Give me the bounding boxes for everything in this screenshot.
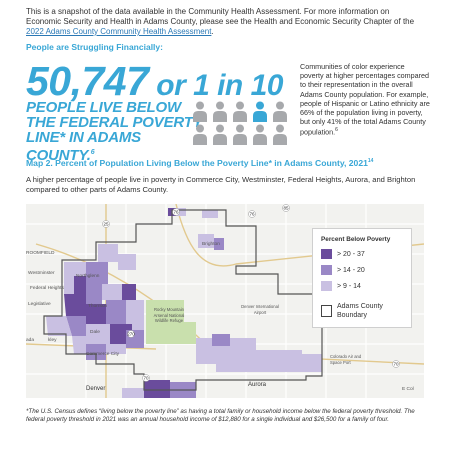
- sidenote-footnote-ref: 6: [335, 127, 338, 134]
- map-label-denver: Denver: [86, 386, 106, 392]
- legend-title: Percent Below Poverty: [321, 236, 391, 243]
- map-label-thornton: Thornton: [88, 304, 108, 309]
- person-icon-highlighted: [253, 101, 267, 122]
- poverty-line-text: PEOPLE LIVE BELOW THE FEDERAL POVERTY LI…: [26, 99, 203, 164]
- intro-paragraph: This is a snapshot of the data available…: [26, 7, 426, 37]
- highway-70-east-shield: 70: [393, 362, 399, 367]
- map-label-commerce-city: Commerce City: [86, 352, 120, 357]
- person-icon: [273, 124, 287, 145]
- map-label-denver-airport: Denver International Airport: [241, 304, 279, 315]
- legend-label-boundary: Adams County Boundary: [337, 303, 383, 319]
- person-icon: [193, 124, 207, 145]
- legend-swatch-high: [321, 249, 332, 259]
- person-icon: [253, 124, 267, 145]
- map-title-footnote-ref: 14: [367, 158, 374, 165]
- legend-item-low: > 9 - 14: [321, 281, 361, 291]
- map-description: A higher percentage of people live in po…: [26, 175, 416, 194]
- legend-item-boundary: Adams County Boundary: [321, 303, 397, 320]
- poverty-footnote: *The U.S. Census defines “living below t…: [26, 408, 415, 423]
- adams-county-boundary: [43, 209, 323, 391]
- legend-label-low: > 9 - 14: [337, 282, 361, 290]
- map-title-text: Map 2. Percent of Population Living Belo…: [26, 158, 368, 168]
- map-label-westminster: Westminster: [28, 271, 55, 276]
- highway-shields: 76 76 85 25 270 70 70: [102, 204, 400, 382]
- map-label-aurora: Aurora: [248, 382, 267, 388]
- person-icon: [273, 101, 287, 122]
- map-label-federal-heights: Federal Heights: [30, 286, 64, 291]
- person-icon: [233, 124, 247, 145]
- poverty-line-caption: PEOPLE LIVE BELOW THE FEDERAL POVERTY LI…: [26, 100, 206, 163]
- communities-of-color-note: Communities of color experience poverty …: [300, 62, 430, 137]
- map-label-northglenn: Northglenn: [76, 274, 100, 279]
- map-label-legislative: Legislative: [28, 302, 51, 307]
- wildlife-refuge-area: [146, 300, 196, 344]
- poverty-line-footnote-ref: 6: [90, 149, 95, 156]
- highway-70-west-shield: 70: [143, 376, 149, 381]
- highway-76-east-shield: 76: [249, 212, 255, 217]
- legend-label-high: > 20 - 37: [337, 250, 365, 258]
- map-title: Map 2. Percent of Population Living Belo…: [26, 158, 373, 168]
- poverty-map-svg: 76 76 85 25 270 70 70: [26, 204, 424, 398]
- highway-25-shield: 25: [103, 222, 109, 227]
- intro-end: .: [211, 27, 214, 36]
- person-icon: [193, 101, 207, 122]
- map-label-broomfield: ROOMFIELD: [26, 251, 55, 256]
- map-label-dale: Dale: [90, 330, 100, 335]
- struggle-heading: People are Struggling Financially:: [26, 42, 163, 52]
- poverty-ratio: or 1 in 10: [148, 69, 283, 102]
- highway-76-shield: 76: [173, 210, 179, 215]
- map-label-kley: kley: [48, 338, 57, 343]
- legend-boundary-swatch: [321, 305, 332, 317]
- poverty-count: 50,747: [26, 58, 149, 104]
- legend-swatch-low: [321, 281, 332, 291]
- map-label-ada: ada: [26, 338, 35, 343]
- highway-85-shield: 85: [283, 206, 289, 211]
- highway-270-shield: 270: [127, 332, 135, 337]
- intro-text: This is a snapshot of the data available…: [26, 7, 415, 26]
- person-icon: [213, 101, 227, 122]
- poverty-statistic: 50,747 or 1 in 10: [26, 58, 283, 105]
- map-label-brighton: Brighton: [202, 242, 220, 247]
- map-legend: Percent Below Poverty > 20 - 37 > 14 - 2…: [312, 228, 412, 328]
- legend-item-mid: > 14 - 20: [321, 265, 365, 275]
- legend-item-high: > 20 - 37: [321, 249, 365, 259]
- cha-report-link[interactable]: 2022 Adams County Community Health Asses…: [26, 27, 212, 36]
- people-icon-grid: [193, 101, 287, 145]
- map-label-e-col: E Col: [402, 387, 414, 392]
- person-icon: [213, 124, 227, 145]
- cropped-header: [0, 0, 450, 4]
- person-icon: [233, 101, 247, 122]
- legend-swatch-mid: [321, 265, 332, 275]
- sidenote-text: Communities of color experience poverty …: [300, 62, 430, 137]
- legend-label-mid: > 14 - 20: [337, 266, 365, 274]
- map-label-rocky-mountain-arsenal: Rocky Mountain Arsenal National Wildlife…: [153, 307, 185, 323]
- map-label-colorado-air-space-port: Colorado Air and Space Port: [330, 354, 362, 365]
